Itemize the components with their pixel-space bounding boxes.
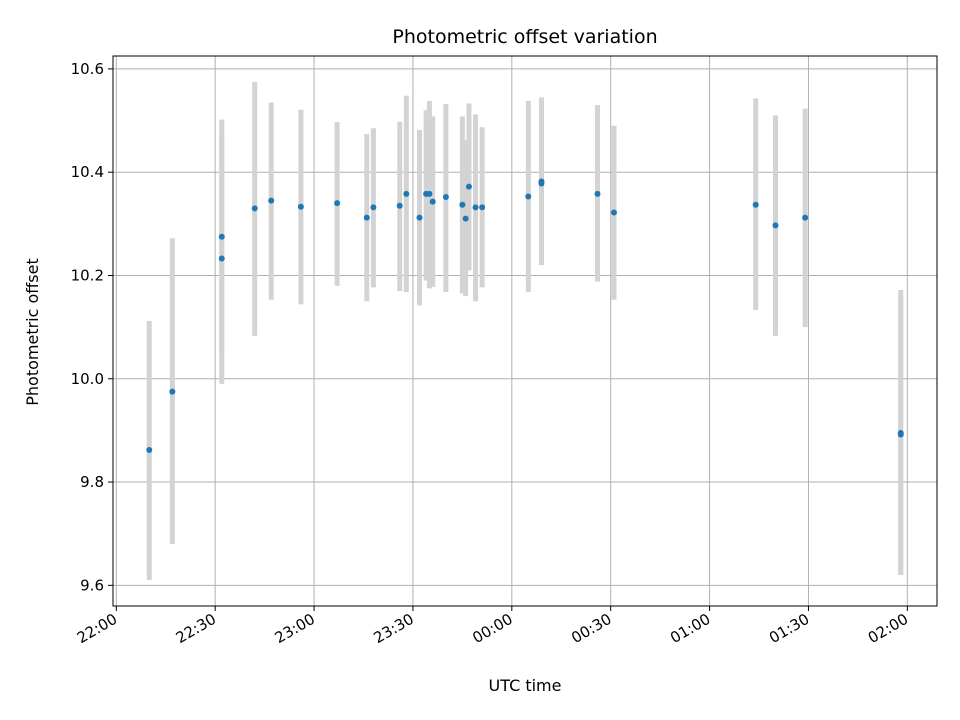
data-point bbox=[169, 388, 176, 395]
data-point bbox=[538, 180, 545, 187]
data-point bbox=[297, 203, 304, 210]
data-point bbox=[251, 205, 258, 212]
gridlines bbox=[113, 56, 937, 606]
x-axis-title: UTC time bbox=[489, 676, 562, 695]
data-point bbox=[525, 193, 532, 200]
data-point bbox=[610, 209, 617, 216]
data-point bbox=[218, 255, 225, 262]
data-point bbox=[594, 190, 601, 197]
data-point bbox=[459, 201, 466, 208]
data-point bbox=[416, 214, 423, 221]
data-point bbox=[370, 204, 377, 211]
data-point bbox=[462, 215, 469, 222]
data-point bbox=[334, 200, 341, 207]
chart-title: Photometric offset variation bbox=[392, 26, 657, 48]
plot-frame bbox=[112, 55, 938, 607]
data-point bbox=[403, 190, 410, 197]
y-axis-title: Photometric offset bbox=[23, 258, 42, 406]
data-point bbox=[897, 429, 904, 436]
data-point bbox=[363, 214, 370, 221]
data-point bbox=[146, 447, 153, 454]
data-point bbox=[802, 214, 809, 221]
y-tick-label: 10.4 bbox=[71, 163, 104, 181]
y-tick-label: 10.0 bbox=[71, 370, 104, 388]
y-tick-label: 9.8 bbox=[80, 473, 104, 491]
y-tick-label: 10.2 bbox=[71, 266, 104, 284]
data-point bbox=[472, 204, 479, 211]
data-point bbox=[442, 193, 449, 200]
y-tick-label: 10.6 bbox=[71, 60, 104, 78]
data-point bbox=[465, 183, 472, 190]
data-point bbox=[479, 204, 486, 211]
y-axis-ticks: 9.6 9.8 10.0 10.2 10.4 10.6 bbox=[71, 60, 113, 594]
data-point bbox=[426, 190, 433, 197]
data-point bbox=[752, 201, 759, 208]
data-point bbox=[268, 197, 275, 204]
y-tick-label: 9.6 bbox=[80, 576, 104, 594]
data-point bbox=[396, 202, 403, 209]
data-point bbox=[429, 198, 436, 205]
data-point bbox=[218, 233, 225, 240]
data-point bbox=[772, 222, 779, 229]
data-points bbox=[146, 178, 904, 454]
